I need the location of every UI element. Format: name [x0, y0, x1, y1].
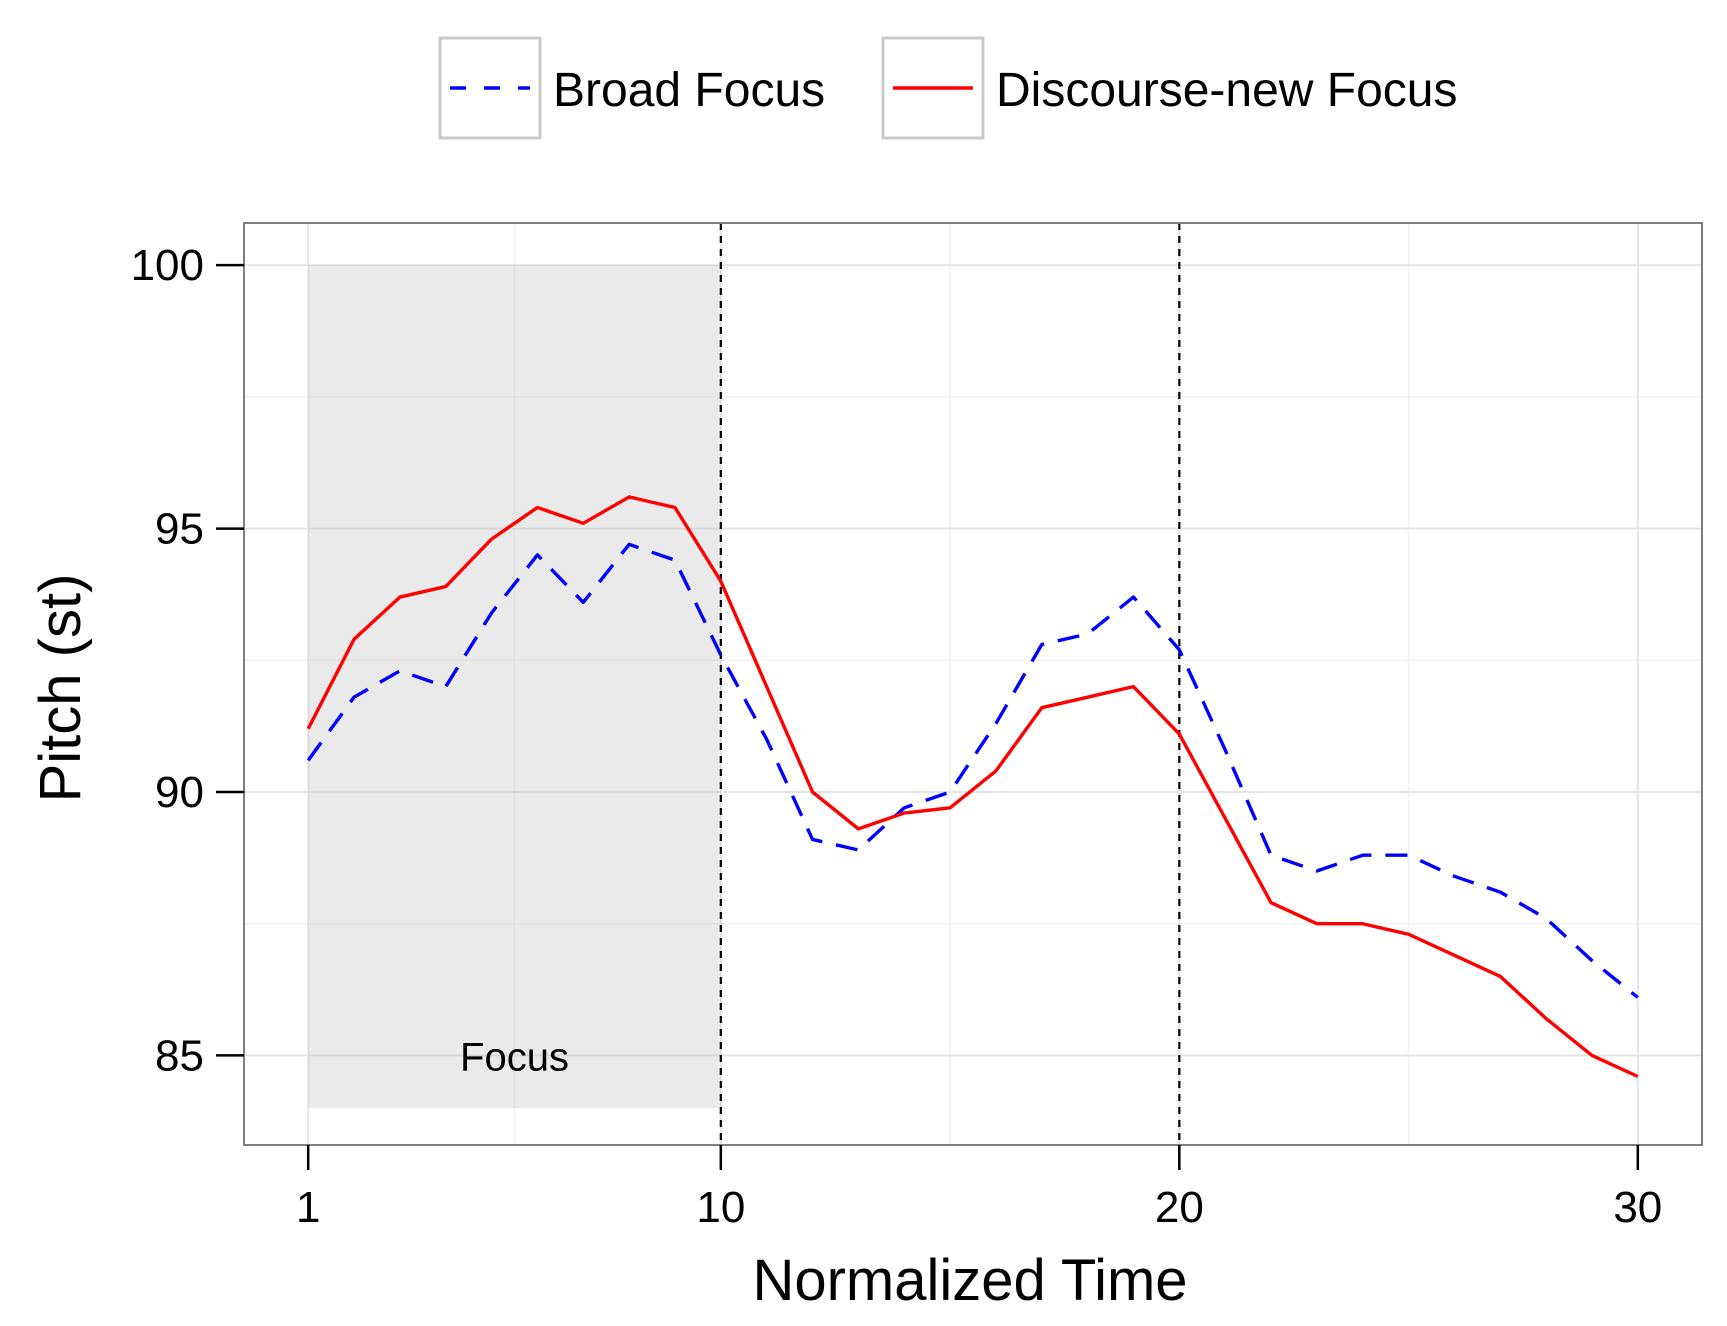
series-line-broad-focus: [306, 542, 1639, 999]
x-tick-label: 20: [1155, 1183, 1204, 1232]
plot-background: [244, 223, 1702, 1145]
legend-label: Broad Focus: [553, 64, 825, 117]
y-tick-label: 85: [155, 1031, 204, 1080]
x-axis: 1 10 20 30: [296, 1145, 1662, 1232]
plot-area: Focus: [243, 222, 1703, 1146]
y-axis-title: Pitch (st): [28, 574, 93, 803]
focus-region-label: Focus: [460, 1035, 569, 1079]
plot-border: [243, 222, 1703, 1146]
y-tick-label: 100: [131, 241, 204, 290]
legend-label: Discourse-new Focus: [996, 64, 1457, 117]
x-tick-label: 10: [696, 1183, 745, 1232]
y-tick-label: 90: [155, 768, 204, 817]
legend: Broad Focus Discourse-new Focus: [438, 36, 1457, 140]
series-line-discourse-new-focus: [306, 495, 1639, 1079]
focus-region: [308, 265, 721, 1109]
y-axis: 85 90 95 100: [131, 241, 244, 1080]
x-axis-title: Normalized Time: [752, 1248, 1187, 1313]
x-tick-label: 30: [1613, 1183, 1662, 1232]
x-tick-label: 1: [296, 1183, 320, 1232]
y-tick-label: 95: [155, 505, 204, 554]
